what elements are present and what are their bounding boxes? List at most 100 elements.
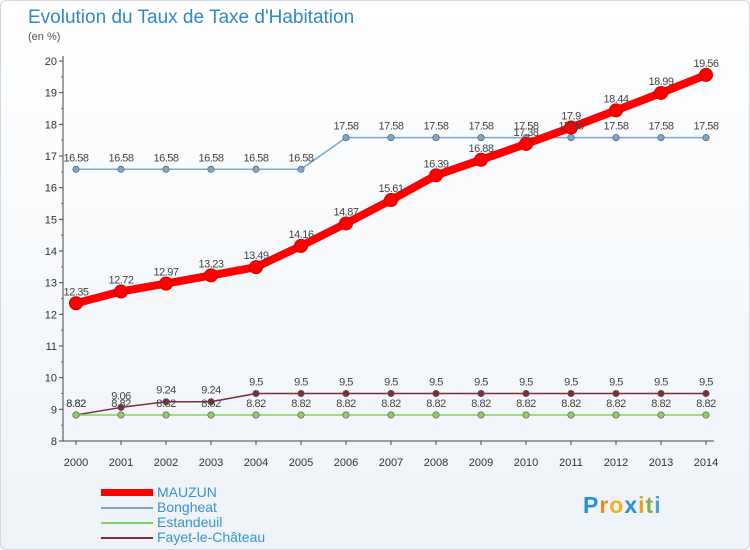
data-label: 17.58 bbox=[468, 121, 493, 133]
data-label: 19.56 bbox=[693, 58, 718, 70]
data-label: 16.58 bbox=[243, 152, 268, 164]
x-tick-label: 2012 bbox=[604, 457, 628, 469]
data-point bbox=[72, 411, 80, 419]
data-point bbox=[207, 165, 215, 173]
data-label: 8.82 bbox=[471, 398, 491, 410]
data-point bbox=[477, 389, 485, 397]
data-label: 9.5 bbox=[429, 377, 443, 389]
legend-label: Bongheat bbox=[157, 499, 217, 515]
logo-letter: x bbox=[624, 492, 639, 518]
legend-label: Fayet-le-Château bbox=[157, 529, 266, 545]
data-label: 15.61 bbox=[378, 183, 403, 195]
data-point bbox=[294, 238, 308, 253]
data-label: 16.58 bbox=[108, 152, 133, 164]
series-bongheat bbox=[72, 134, 710, 173]
legend-swatch bbox=[101, 536, 153, 539]
data-point bbox=[297, 389, 305, 397]
data-point bbox=[522, 389, 530, 397]
data-point bbox=[567, 134, 575, 142]
data-label: 12.97 bbox=[153, 267, 178, 279]
data-label: 9.5 bbox=[249, 377, 263, 389]
data-point bbox=[432, 411, 440, 419]
legend-item: MAUZUN bbox=[101, 485, 265, 500]
x-tick-label: 2002 bbox=[154, 457, 178, 469]
chart-legend: MAUZUN Bongheat Estandeuil Fayet-le-Château bbox=[101, 485, 265, 545]
data-point bbox=[162, 398, 170, 406]
data-point bbox=[159, 276, 173, 291]
data-label: 8.82 bbox=[561, 398, 581, 410]
data-point bbox=[609, 103, 623, 118]
data-label: 13.49 bbox=[243, 250, 268, 262]
proxiti-logo: Proxiti bbox=[583, 492, 662, 519]
chart-axes: 8 9 10 11 12 13 14 15 16 17 18 19 20 2000 2001 2002 2003… bbox=[45, 56, 718, 469]
y-tick-label: 12 bbox=[45, 309, 57, 321]
data-point bbox=[387, 411, 395, 419]
series-estandeuil bbox=[72, 411, 710, 419]
data-point bbox=[117, 165, 125, 173]
data-labels: 12.35 12.72 12.97 13.23 13.49 14.16 14.87 15.61… bbox=[63, 58, 719, 410]
data-point bbox=[342, 134, 350, 142]
data-label: 9.5 bbox=[519, 377, 533, 389]
data-label: 8.82 bbox=[201, 398, 221, 410]
data-label: 9.5 bbox=[294, 377, 308, 389]
data-label: 9.24 bbox=[156, 385, 176, 397]
logo-letter: o bbox=[609, 492, 625, 518]
data-point bbox=[654, 85, 668, 100]
data-label: 16.58 bbox=[153, 152, 178, 164]
x-tick-label: 2010 bbox=[514, 457, 538, 469]
data-point bbox=[657, 411, 665, 419]
data-point bbox=[387, 134, 395, 142]
data-label: 13.23 bbox=[198, 258, 223, 270]
data-label: 8.82 bbox=[606, 398, 626, 410]
series-fayet-le-ch-teau bbox=[72, 389, 710, 419]
x-tick-label: 2005 bbox=[289, 457, 313, 469]
data-point bbox=[702, 134, 710, 142]
data-label: 9.5 bbox=[564, 377, 578, 389]
data-point bbox=[162, 165, 170, 173]
data-point bbox=[339, 216, 353, 231]
data-point bbox=[657, 134, 665, 142]
data-point bbox=[117, 403, 125, 411]
data-point bbox=[702, 389, 710, 397]
data-label: 17.58 bbox=[513, 121, 538, 133]
data-point bbox=[612, 411, 620, 419]
data-point bbox=[477, 411, 485, 419]
data-point bbox=[477, 134, 485, 142]
data-label: 16.39 bbox=[423, 158, 448, 170]
logo-letter: P bbox=[583, 492, 600, 518]
data-point bbox=[342, 389, 350, 397]
data-point bbox=[702, 411, 710, 419]
legend-swatch bbox=[101, 506, 153, 509]
data-point bbox=[252, 389, 260, 397]
x-tick-label: 2014 bbox=[694, 457, 718, 469]
data-point bbox=[72, 165, 80, 173]
data-point bbox=[567, 389, 575, 397]
data-point bbox=[387, 389, 395, 397]
x-tick-label: 2013 bbox=[649, 457, 673, 469]
y-tick-label: 10 bbox=[45, 373, 57, 385]
legend-item: Fayet-le-Château bbox=[101, 530, 265, 545]
data-label: 8.82 bbox=[111, 398, 131, 410]
y-tick-label: 18 bbox=[45, 119, 57, 131]
data-point bbox=[612, 389, 620, 397]
data-label: 8.82 bbox=[336, 398, 356, 410]
data-label: 8.82 bbox=[246, 398, 266, 410]
data-label: 8.82 bbox=[651, 398, 671, 410]
x-tick-label: 2004 bbox=[244, 457, 268, 469]
data-label: 17.58 bbox=[423, 121, 448, 133]
chart-title: Evolution du Taux de Taxe d'Habitation bbox=[28, 7, 355, 28]
legend-item: Bongheat bbox=[101, 500, 265, 515]
data-point bbox=[252, 411, 260, 419]
x-tick-label: 2000 bbox=[64, 457, 88, 469]
data-label: 17.58 bbox=[603, 121, 628, 133]
data-label: 9.5 bbox=[699, 377, 713, 389]
data-point bbox=[69, 296, 83, 311]
data-label: 9.5 bbox=[339, 377, 353, 389]
data-point bbox=[657, 389, 665, 397]
y-tick-label: 13 bbox=[45, 278, 57, 290]
x-tick-label: 2009 bbox=[469, 457, 493, 469]
data-point bbox=[519, 136, 533, 151]
legend-label: MAUZUN bbox=[157, 484, 217, 500]
data-label: 17.58 bbox=[378, 121, 403, 133]
data-point bbox=[564, 120, 578, 135]
